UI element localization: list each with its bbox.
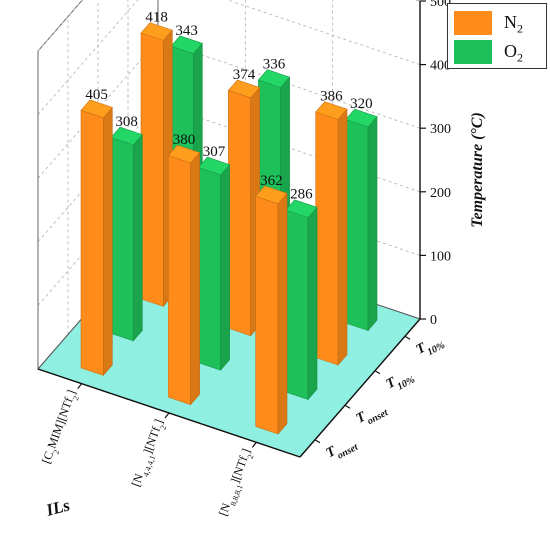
- bar-n2-0-0: 362: [255, 173, 288, 435]
- bar-value-label: 362: [260, 173, 283, 189]
- z-tick-label: 300: [430, 122, 451, 137]
- bar-value-label: 386: [320, 89, 343, 105]
- grid-line-back-wall: [226, 0, 421, 65]
- bar-n2-1-2: 374: [227, 67, 261, 337]
- bar-value-label: 418: [145, 10, 168, 26]
- bar-face-front: [80, 109, 104, 376]
- legend-swatch-n2: [454, 11, 492, 35]
- bar-o2-2-1: 308: [110, 114, 143, 342]
- bar-value-label: 320: [350, 96, 373, 112]
- bar-face-top: [110, 126, 143, 146]
- legend-label-o2: O: [504, 41, 517, 61]
- category-axis: [N8,8,8,1][NTf2] [N4,4,4,1][NTf2] [C2MIM][…: [37, 368, 301, 520]
- bar-face-side: [367, 115, 378, 332]
- legend-label-n2: N: [504, 12, 517, 32]
- bar-value-label: 286: [290, 187, 313, 203]
- bar-n2-2-2: 418: [140, 10, 173, 308]
- category-tick-label: [N4,4,4,1][NTf2]: [128, 417, 169, 489]
- category-tick-label-group: [N8,8,8,1][NTf2]: [216, 447, 257, 519]
- legend-item-n2: N2: [454, 11, 542, 36]
- grid-line-left-wall: [37, 0, 83, 52]
- z-tick-label: 400: [430, 59, 451, 74]
- bar-face-front: [345, 119, 369, 331]
- category-tick-label: [C2MIM][NTf2]: [39, 388, 82, 467]
- bar-face-top: [170, 35, 203, 55]
- category-tick-label-group: [N4,4,4,1][NTf2]: [128, 417, 169, 489]
- bar-value-label: 380: [173, 132, 196, 148]
- bar-o2-1-1: 307: [197, 144, 231, 372]
- bar-face-top: [80, 99, 113, 119]
- bar-value-label: 374: [233, 67, 256, 83]
- bar-face-top: [315, 101, 348, 120]
- bar-value-label: 307: [203, 144, 226, 160]
- bar-face-top: [140, 22, 173, 41]
- bar-face-front: [198, 166, 221, 371]
- legend-sub-n2: 2: [517, 21, 523, 36]
- bar-face-side: [133, 133, 143, 342]
- depth-axis-line: [299, 318, 421, 458]
- bar-face-front: [228, 89, 251, 337]
- legend-swatch-o2: [454, 40, 492, 64]
- bar-face-top: [197, 156, 231, 176]
- category-tick: [164, 412, 170, 419]
- depth-tick-label: Tonset: [354, 399, 391, 431]
- z-tick-label: 100: [430, 249, 451, 264]
- category-tick-label-group: [C2MIM][NTf2]: [39, 388, 82, 467]
- depth-tick: [314, 439, 321, 444]
- depth-tick: [404, 335, 411, 340]
- depth-tick: [344, 404, 351, 409]
- depth-tick-label-group: T10%: [414, 332, 447, 362]
- bar-face-side: [190, 151, 200, 406]
- bar-face-side: [103, 106, 113, 377]
- bar-face-top: [167, 144, 201, 164]
- bar-face-side: [277, 192, 288, 435]
- depth-tick: [374, 370, 381, 375]
- bars: 343 418 336 308 374 320 405 307 386 380 286 362: [80, 10, 378, 435]
- bar-face-side: [220, 163, 230, 372]
- bar-face-front: [168, 155, 191, 406]
- category-tick: [251, 441, 257, 448]
- x-axis-title: ILs: [43, 495, 72, 520]
- category-tick: [77, 383, 83, 390]
- depth-tick-label: T10%: [414, 332, 447, 362]
- z-axis-title: Temperature (°C): [469, 112, 486, 228]
- bar-face-top: [285, 199, 318, 218]
- bar-n2-2-0: 405: [80, 87, 113, 377]
- legend-item-o2: O2: [454, 40, 542, 65]
- bar-n2-0-2: 386: [315, 89, 348, 366]
- legend: N2 O2: [447, 3, 547, 69]
- bar-face-top: [345, 108, 378, 128]
- bar-face-front: [110, 137, 134, 342]
- bar-value-label: 343: [175, 23, 198, 39]
- depth-tick-label: Tonset: [324, 433, 361, 465]
- z-tick-label: 0: [430, 313, 437, 328]
- depth-tick-label-group: Tonset: [354, 399, 391, 431]
- bar-face-front: [285, 209, 309, 400]
- bar-face-front: [255, 195, 279, 435]
- bar-value-label: 308: [115, 114, 138, 130]
- z-tick-label: 500: [430, 0, 451, 10]
- bar-face-side: [307, 206, 318, 401]
- bar-face-front: [315, 111, 339, 366]
- bar-face-top: [257, 69, 291, 88]
- legend-sub-o2: 2: [517, 50, 523, 65]
- z-tick-label: 200: [430, 186, 451, 201]
- bar-o2-0-1: 286: [285, 187, 318, 401]
- bar-n2-1-0: 380: [167, 132, 201, 406]
- bar-value-label: 336: [263, 57, 286, 73]
- bar-face-top: [227, 79, 261, 99]
- category-tick-label: [N8,8,8,1][NTf2]: [216, 447, 257, 519]
- depth-tick-label-group: Tonset: [324, 433, 361, 465]
- z-axis: 0 100 200 300 400 500 Temperature (°C): [419, 0, 486, 328]
- depth-tick-label: T10%: [384, 366, 417, 396]
- bar-face-top: [255, 185, 288, 205]
- bar-o2-0-3: 320: [345, 96, 378, 332]
- bar-face-side: [337, 108, 348, 366]
- depth-tick-label-group: T10%: [384, 366, 417, 396]
- bar-value-label: 405: [85, 87, 108, 103]
- bar-face-front: [140, 32, 164, 307]
